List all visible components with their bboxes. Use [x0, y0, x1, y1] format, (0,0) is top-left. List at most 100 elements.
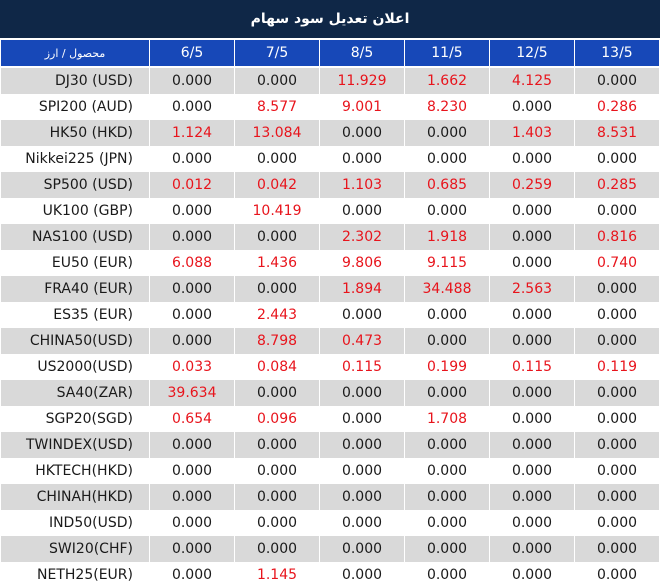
dividend-value: 9.115 [405, 250, 489, 276]
dividend-value: 0.115 [490, 354, 574, 380]
dividend-value: 0.000 [490, 224, 574, 250]
dividend-value: 0.000 [405, 562, 489, 588]
dividend-value: 0.000 [235, 510, 319, 536]
instrument-name: UK100 (GBP) [1, 198, 149, 224]
instrument-name: US2000(USD) [1, 354, 149, 380]
dividend-value: 0.000 [575, 536, 659, 562]
dividend-value: 2.563 [490, 276, 574, 302]
dividend-value: 2.302 [320, 224, 404, 250]
dividend-value: 0.000 [150, 328, 234, 354]
dividend-value: 1.918 [405, 224, 489, 250]
dividend-value: 0.000 [405, 120, 489, 146]
dividend-value: 0.000 [235, 536, 319, 562]
dividend-value: 0.000 [235, 432, 319, 458]
dividend-value: 0.000 [150, 458, 234, 484]
instrument-name: FRA40 (EUR) [1, 276, 149, 302]
instrument-name: SA40(ZAR) [1, 380, 149, 406]
corner-header: محصول / ارز [1, 40, 149, 68]
dividend-value: 8.531 [575, 120, 659, 146]
instrument-name: NAS100 (USD) [1, 224, 149, 250]
table-row: FRA40 (EUR) 0.000 0.000 1.894 34.488 2.563 0.0… [1, 276, 659, 302]
dividend-value: 1.124 [150, 120, 234, 146]
dividend-value: 0.000 [150, 536, 234, 562]
dividend-value: 0.000 [235, 484, 319, 510]
dividend-value: 0.000 [575, 432, 659, 458]
table-row: DJ30 (USD) 0.000 0.000 11.929 1.662 4.125 0.00… [1, 68, 659, 94]
dividend-value: 0.000 [320, 146, 404, 172]
dividend-value: 0.115 [320, 354, 404, 380]
dividend-value: 0.000 [490, 510, 574, 536]
table-row: SPI200 (AUD) 0.000 8.577 9.001 8.230 0.000 0.2… [1, 94, 659, 120]
dividend-value: 0.000 [405, 198, 489, 224]
date-header: 6/5 [150, 40, 234, 68]
dividend-value: 0.000 [575, 68, 659, 94]
instrument-name: NETH25(EUR) [1, 562, 149, 588]
instrument-name: TWINDEX(USD) [1, 432, 149, 458]
dividend-value: 0.000 [320, 484, 404, 510]
dividend-value: 0.000 [405, 380, 489, 406]
table-row: NAS100 (USD) 0.000 0.000 2.302 1.918 0.000 0.8… [1, 224, 659, 250]
dividend-value: 0.000 [150, 224, 234, 250]
instrument-name: CHINAH(HKD) [1, 484, 149, 510]
dividend-value: 0.000 [490, 406, 574, 432]
table-row: HK50 (HKD) 1.124 13.084 0.000 0.000 1.403 8.53… [1, 120, 659, 146]
dividend-value: 0.000 [490, 380, 574, 406]
dividend-value: 0.000 [320, 302, 404, 328]
dividend-value: 0.000 [405, 146, 489, 172]
table-row: UK100 (GBP) 0.000 10.419 0.000 0.000 0.000 0.0… [1, 198, 659, 224]
dividend-value: 0.000 [235, 458, 319, 484]
header-row: محصول / ارز 6/5 7/5 8/5 11/5 12/5 13/5 [1, 40, 659, 68]
dividend-value: 9.806 [320, 250, 404, 276]
date-header: 7/5 [235, 40, 319, 68]
date-header: 11/5 [405, 40, 489, 68]
date-header: 8/5 [320, 40, 404, 68]
instrument-name: HKTECH(HKD) [1, 458, 149, 484]
dividend-value: 0.000 [150, 432, 234, 458]
dividend-value: 0.000 [575, 562, 659, 588]
dividend-value: 0.000 [490, 458, 574, 484]
dividend-value: 0.000 [320, 562, 404, 588]
dividend-value: 0.000 [490, 146, 574, 172]
dividend-value: 0.000 [150, 562, 234, 588]
dividend-value: 0.000 [320, 120, 404, 146]
dividend-value: 0.740 [575, 250, 659, 276]
dividend-value: 0.000 [405, 484, 489, 510]
dividend-value: 0.000 [575, 146, 659, 172]
dividend-value: 0.119 [575, 354, 659, 380]
dividend-value: 0.096 [235, 406, 319, 432]
dividend-value: 0.285 [575, 172, 659, 198]
dividend-value: 8.798 [235, 328, 319, 354]
instrument-name: DJ30 (USD) [1, 68, 149, 94]
dividend-value: 0.000 [150, 302, 234, 328]
instrument-name: ES35 (EUR) [1, 302, 149, 328]
dividend-value: 10.419 [235, 198, 319, 224]
dividend-value: 0.000 [490, 198, 574, 224]
dividend-value: 0.259 [490, 172, 574, 198]
dividend-value: 0.000 [575, 406, 659, 432]
dividend-value: 0.000 [320, 380, 404, 406]
dividend-value: 0.000 [490, 562, 574, 588]
dividend-value: 0.000 [235, 224, 319, 250]
table-row: SWI20(CHF) 0.000 0.000 0.000 0.000 0.000 0.000 [1, 536, 659, 562]
dividend-value: 0.000 [405, 302, 489, 328]
dividend-value: 0.000 [490, 302, 574, 328]
dividend-value: 0.000 [490, 536, 574, 562]
table-row: TWINDEX(USD) 0.000 0.000 0.000 0.000 0.000 0.0… [1, 432, 659, 458]
table-row: Nikkei225 (JPN) 0.000 0.000 0.000 0.000 0.000… [1, 146, 659, 172]
table-row: SGP20(SGD) 0.654 0.096 0.000 1.708 0.000 0.000 [1, 406, 659, 432]
dividend-value: 0.000 [405, 536, 489, 562]
table-row: US2000(USD) 0.033 0.084 0.115 0.199 0.115 0.11… [1, 354, 659, 380]
instrument-name: IND50(USD) [1, 510, 149, 536]
dividend-value: 0.000 [150, 146, 234, 172]
dividend-value: 0.000 [320, 406, 404, 432]
dividend-value: 0.199 [405, 354, 489, 380]
dividend-value: 0.000 [490, 432, 574, 458]
dividend-value: 0.084 [235, 354, 319, 380]
dividend-value: 0.286 [575, 94, 659, 120]
instrument-name: SP500 (USD) [1, 172, 149, 198]
dividend-value: 9.001 [320, 94, 404, 120]
dividend-value: 0.000 [320, 432, 404, 458]
dividend-value: 34.488 [405, 276, 489, 302]
dividend-value: 6.088 [150, 250, 234, 276]
table-row: HKTECH(HKD) 0.000 0.000 0.000 0.000 0.000 0.00… [1, 458, 659, 484]
